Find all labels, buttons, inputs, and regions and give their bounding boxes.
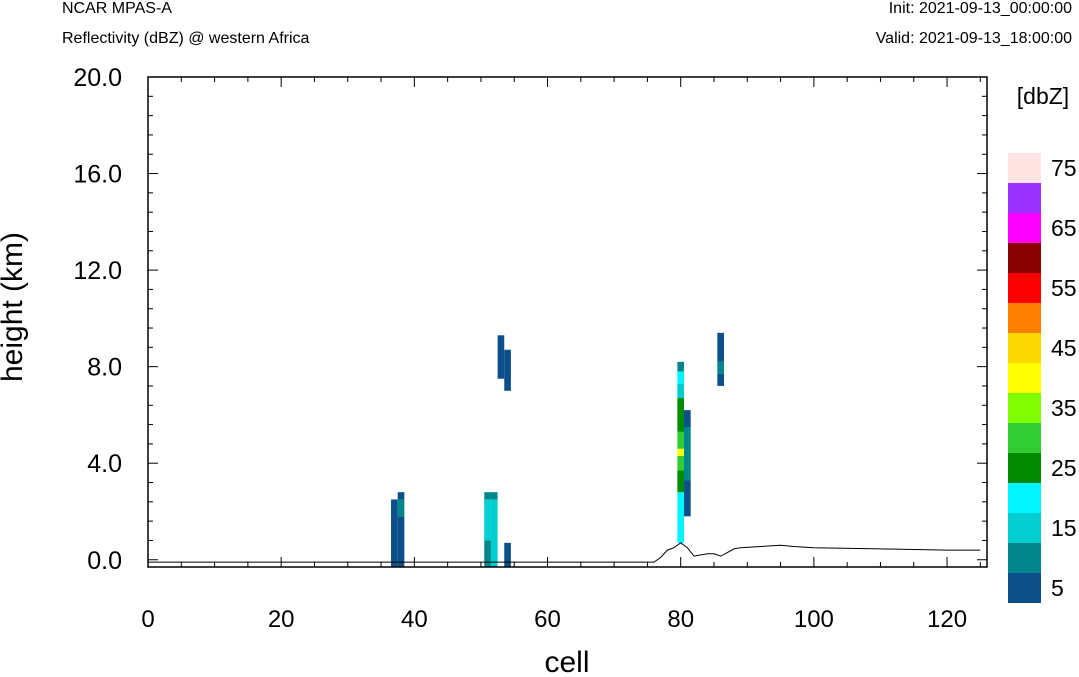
reflectivity-cell bbox=[397, 516, 405, 567]
y-axis-label: height (km) bbox=[0, 232, 29, 382]
colorbar-swatch bbox=[1008, 483, 1041, 513]
x-axis-label: cell bbox=[544, 646, 589, 677]
colorbar-label: 65 bbox=[1051, 215, 1077, 241]
colorbar-swatch bbox=[1008, 213, 1041, 243]
x-tick-label: 40 bbox=[401, 606, 428, 633]
reflectivity-cell bbox=[677, 470, 685, 493]
x-tick-label: 20 bbox=[268, 606, 295, 633]
reflectivity-cell bbox=[484, 499, 491, 541]
reflectivity-cell bbox=[497, 335, 505, 379]
reflectivity-cell bbox=[677, 398, 685, 432]
reflectivity-cell bbox=[677, 383, 685, 399]
reflectivity-cell bbox=[684, 410, 691, 427]
y-tick-label: 8.0 bbox=[87, 354, 122, 382]
reflectivity-cell bbox=[504, 542, 511, 567]
reflectivity-cell bbox=[677, 455, 685, 471]
reflectivity-cell bbox=[717, 373, 724, 386]
colorbar-swatch bbox=[1008, 453, 1041, 483]
reflectivity-cell bbox=[677, 431, 685, 449]
colorbar-swatch bbox=[1008, 333, 1041, 363]
colorbar-label: 15 bbox=[1051, 515, 1077, 541]
reflectivity-cell bbox=[717, 361, 724, 374]
y-tick-label: 0.0 bbox=[87, 547, 122, 575]
colorbar-swatch bbox=[1008, 303, 1041, 333]
colorbar-label: 45 bbox=[1051, 335, 1077, 361]
reflectivity-cell bbox=[484, 540, 491, 567]
colorbar-swatch bbox=[1008, 423, 1041, 453]
colorbar-swatch bbox=[1008, 273, 1041, 303]
plot-frame bbox=[147, 76, 988, 568]
y-tick-label: 12.0 bbox=[73, 257, 122, 285]
reflectivity-cell bbox=[677, 361, 685, 372]
x-tick-label: 60 bbox=[534, 606, 561, 633]
colorbar-label: 35 bbox=[1051, 395, 1077, 421]
colorbar-title: [dbZ] bbox=[1017, 83, 1069, 109]
y-tick-label: 20.0 bbox=[73, 64, 122, 92]
reflectivity-cell bbox=[504, 349, 511, 391]
reflectivity-cell bbox=[717, 332, 724, 362]
colorbar-label: 25 bbox=[1051, 455, 1077, 481]
colorbar-label: 75 bbox=[1051, 155, 1077, 181]
colorbar-swatch bbox=[1008, 153, 1041, 183]
reflectivity-cell bbox=[391, 499, 398, 567]
reflectivity-cell bbox=[677, 371, 685, 384]
colorbar-label: 5 bbox=[1051, 575, 1064, 601]
chart-title: NCAR MPAS-A bbox=[62, 0, 172, 17]
colorbar bbox=[1008, 153, 1041, 603]
terrain bbox=[148, 542, 981, 563]
reflectivity-cell bbox=[684, 480, 691, 517]
reflectivity-cell bbox=[397, 492, 405, 500]
colorbar-swatch bbox=[1008, 573, 1041, 603]
y-tick-label: 16.0 bbox=[73, 161, 122, 189]
colorbar-labels: 5 15 25 35 45 55 65 75 bbox=[1051, 155, 1077, 601]
x-tick-labels: 0 20 40 60 80 100 120 bbox=[141, 606, 967, 633]
x-tick-label: 100 bbox=[794, 606, 834, 633]
reflectivity-cell bbox=[490, 499, 498, 567]
colorbar-swatch bbox=[1008, 363, 1041, 393]
y-tick-label: 4.0 bbox=[87, 450, 122, 478]
colorbar-swatch bbox=[1008, 183, 1041, 213]
axis-ticks bbox=[147, 76, 987, 567]
x-tick-label: 80 bbox=[667, 606, 694, 633]
reflectivity-cell bbox=[484, 492, 491, 500]
reflectivity-cells bbox=[391, 332, 724, 567]
terrain-line bbox=[148, 542, 981, 563]
colorbar-label: 55 bbox=[1051, 275, 1077, 301]
reflectivity-cell bbox=[397, 499, 405, 517]
colorbar-swatch bbox=[1008, 543, 1041, 573]
colorbar-swatch bbox=[1008, 393, 1041, 423]
reflectivity-cell bbox=[677, 492, 685, 543]
init-time: Init: 2021-09-13_00:00:00 bbox=[888, 0, 1072, 17]
valid-time: Valid: 2021-09-13_18:00:00 bbox=[875, 30, 1072, 47]
x-tick-label: 120 bbox=[927, 606, 967, 633]
reflectivity-cell bbox=[490, 492, 498, 500]
x-tick-label: 0 bbox=[141, 606, 154, 633]
chart-subtitle: Reflectivity (dBZ) @ western Africa bbox=[62, 30, 310, 47]
reflectivity-cell bbox=[684, 427, 691, 481]
colorbar-swatch bbox=[1008, 513, 1041, 543]
colorbar-swatch bbox=[1008, 243, 1041, 273]
y-tick-labels: 0.0 4.0 8.0 12.0 16.0 20.0 bbox=[73, 64, 122, 575]
reflectivity-cell bbox=[677, 448, 685, 456]
